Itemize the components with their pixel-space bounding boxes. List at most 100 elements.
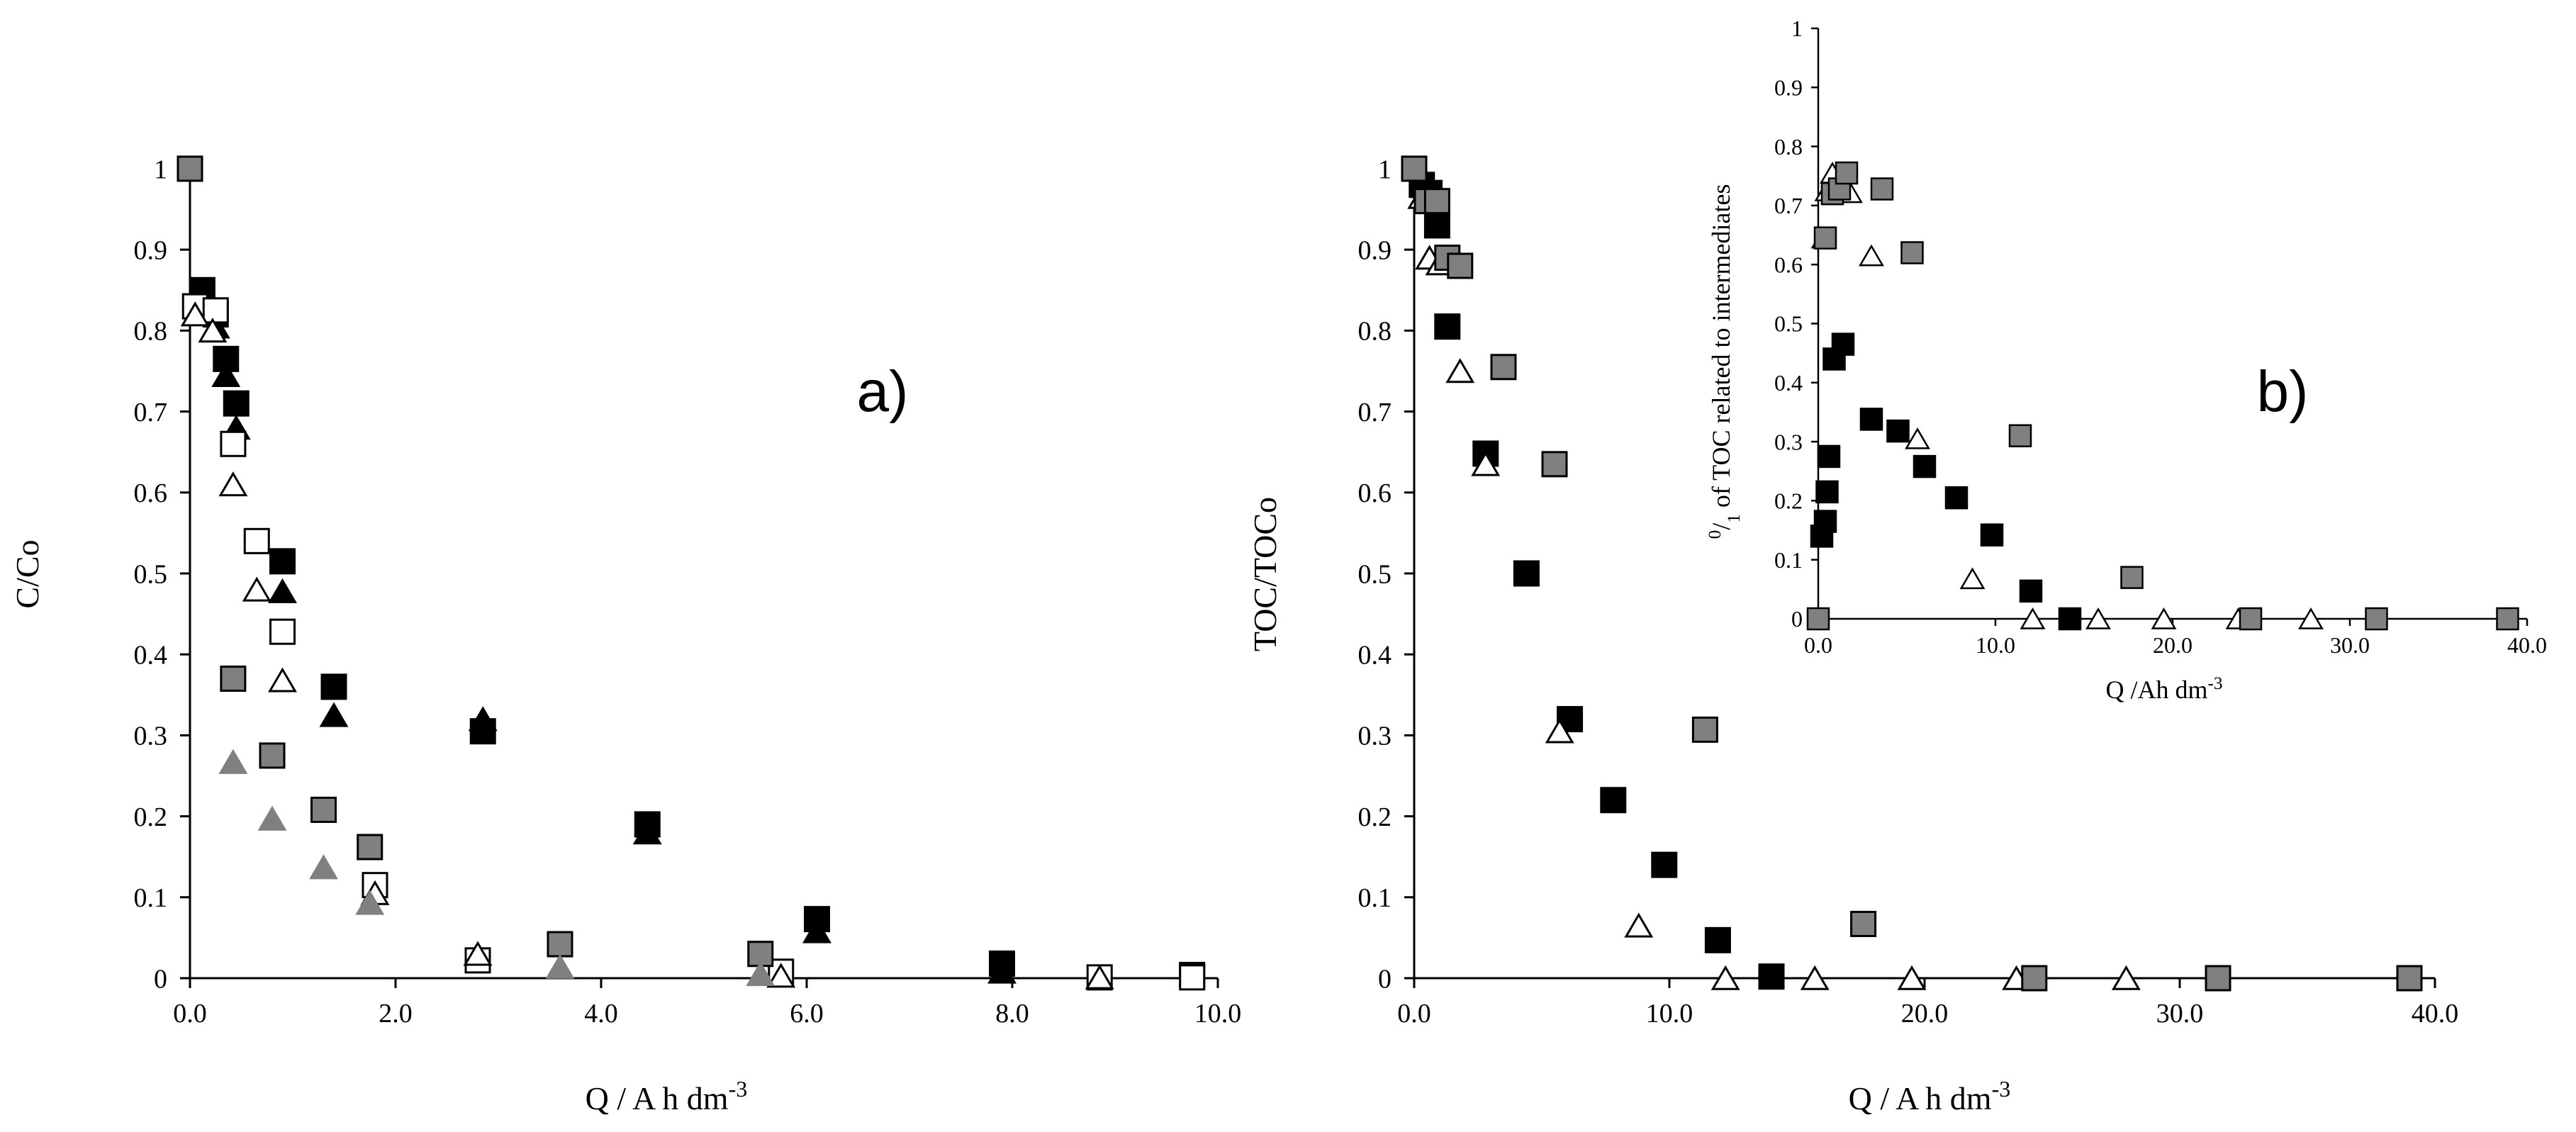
panel-a-point	[180, 301, 210, 327]
panel-b-point	[1490, 354, 1517, 381]
panel-a-point	[257, 805, 287, 831]
panel-b-point	[1557, 706, 1584, 733]
panel-b-point	[1445, 358, 1475, 383]
panel-b-point	[1758, 963, 1785, 990]
inset-point	[1835, 161, 1859, 185]
inset-point	[1813, 226, 1837, 250]
panel-a-point	[269, 548, 296, 575]
panel-b-y-tick-label: 0.3	[1358, 722, 1392, 751]
inset-x-axis-title: Q /Ah dm-3	[2106, 674, 2223, 705]
panel-a-point	[355, 890, 385, 915]
panel-a-series-1	[189, 276, 1206, 988]
inset-point	[2239, 607, 2263, 631]
panel-a-point	[211, 362, 241, 388]
panel-a-point	[357, 834, 383, 861]
panel-a-point	[463, 941, 493, 966]
panel-a-point	[223, 390, 250, 417]
panel-a-x-tick-label: 0.0	[173, 999, 207, 1029]
inset-point	[1817, 444, 1841, 469]
panel-b-point	[1850, 910, 1877, 937]
panel-a-point	[319, 702, 349, 727]
inset-y-tick-label: 0.9	[1774, 75, 1803, 101]
inset-point	[1870, 177, 1894, 201]
inset-x-tick-label: 0.0	[1804, 632, 1832, 658]
panel-a-point	[268, 578, 297, 603]
panel-b-point	[1691, 716, 1718, 743]
panel-a-point	[198, 318, 228, 343]
panel-a-point	[220, 665, 247, 692]
inset-point	[2496, 607, 2519, 631]
panel-b-inset: 0.0 10.0 20.0 30.0 40.0 0 0.1 0.2 0.3 0.4 0.5 0.6 0.…	[1706, 16, 2548, 704]
panel-a-point	[987, 958, 1017, 984]
inset-point	[2365, 607, 2388, 631]
inset-x-tick-label: 30.0	[2330, 632, 2370, 658]
inset-point	[2298, 607, 2324, 629]
panel-a-y-axis-title: C/Co	[9, 539, 45, 608]
panel-b-point	[1600, 787, 1627, 814]
inset-y-tick-label: 0	[1791, 606, 1803, 632]
inset-point	[2151, 607, 2177, 629]
panel-b-point	[1423, 212, 1450, 239]
panel-a-point	[468, 706, 498, 732]
panel-b-point	[1447, 252, 1474, 279]
panel-a-series-6	[218, 749, 775, 987]
panel-b-point	[1471, 451, 1501, 476]
panel-b-point	[1434, 313, 1461, 340]
panel-a-series-5	[177, 155, 774, 968]
panel-b-y-tick-label: 1	[1378, 155, 1391, 184]
inset-point	[2058, 607, 2082, 631]
panel-a-y-tick-label: 0.6	[134, 478, 168, 508]
panel-b-y-tick-label: 0.6	[1358, 478, 1392, 508]
panel-b-point	[1541, 451, 1568, 478]
inset-point	[1886, 419, 1910, 443]
inset-point	[1859, 408, 1883, 431]
panel-a-point	[309, 854, 338, 880]
inset-y-axis-title-main: of TOC related to intermediates	[1707, 184, 1735, 515]
panel-b-y-axis-title: TOC/TOCo	[1247, 497, 1283, 651]
panel-b-label: b)	[2257, 359, 2309, 424]
panel-b-point	[2111, 965, 2141, 990]
panel-b-point	[1897, 965, 1927, 990]
inset-point	[1900, 241, 1924, 264]
panel-a-point	[202, 297, 229, 324]
panel-a-label: a)	[857, 359, 909, 424]
panel-b-y-tick-label: 0.8	[1358, 317, 1392, 347]
panel-a-y-tick-label: 0.9	[134, 236, 168, 266]
panel-b-point	[1651, 851, 1678, 878]
panel-b-point	[2205, 965, 2231, 992]
inset-point	[2019, 579, 2043, 603]
inset-point	[1980, 523, 2004, 547]
panel-b-point	[1710, 965, 1740, 990]
panel-a-y-tick-label: 0.5	[134, 559, 168, 589]
inset-y-tick-label: 0.6	[1774, 252, 1803, 277]
panel-b: 0.0 10.0 20.0 30.0 40.000.10.20.30.40.50.60.…	[1247, 155, 2458, 1116]
panel-a-point	[1085, 964, 1114, 990]
panel-b-point	[1800, 965, 1830, 990]
panel-a-point	[1179, 964, 1206, 991]
panel-a-y-tick-label: 0.7	[134, 398, 168, 427]
inset-series-3	[1806, 161, 2519, 631]
inset-x-tick-label: 20.0	[2153, 632, 2193, 658]
panel-a-point	[269, 618, 296, 645]
panel-a-point	[242, 576, 271, 602]
panel-a-y-tick-label: 1	[154, 155, 167, 184]
panel-a-point	[632, 819, 662, 845]
inset-y-tick-label: 1	[1791, 16, 1803, 41]
panel-a-x-tick-label: 2.0	[379, 999, 413, 1029]
panel-a-point	[268, 667, 297, 693]
inset-point	[1813, 510, 1837, 533]
inset-y-tick-label: 0.5	[1774, 311, 1803, 337]
panel-b-x-tick-label: 30.0	[2156, 999, 2204, 1029]
inset-point	[2020, 607, 2046, 629]
panel-b-point	[1423, 188, 1450, 215]
inset-series-1	[1810, 332, 2082, 631]
panel-b-point	[1545, 718, 1574, 744]
panel-b-point	[2021, 965, 2048, 992]
inset-point	[2085, 607, 2111, 629]
panel-a-x-axis-title-sup: -3	[729, 1076, 748, 1102]
inset-y-tick-label: 0.3	[1774, 429, 1803, 454]
panel-a-x-tick-label: 4.0	[584, 999, 618, 1029]
panel-b-y-tick-label: 0.5	[1358, 559, 1392, 589]
panel-a-point	[802, 918, 831, 943]
